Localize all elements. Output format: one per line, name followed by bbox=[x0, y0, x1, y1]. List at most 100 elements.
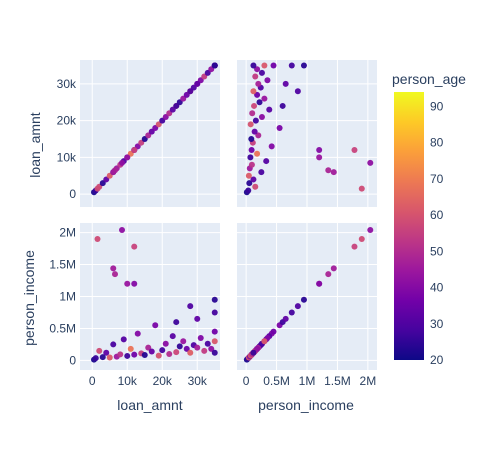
grid-lines bbox=[80, 60, 377, 370]
x-tick-label: 0.5M bbox=[263, 374, 290, 388]
scatter-point bbox=[258, 169, 265, 176]
scatter-point bbox=[247, 154, 254, 161]
scatter-point bbox=[103, 349, 110, 356]
scatter-point bbox=[120, 336, 127, 343]
scatter-point bbox=[250, 88, 257, 95]
scatter-point bbox=[211, 328, 218, 335]
scatter-point bbox=[367, 227, 374, 234]
x-tick-label: 1M bbox=[299, 374, 316, 388]
scatter-point bbox=[252, 183, 259, 190]
scatter-point bbox=[96, 347, 103, 354]
scatter-point bbox=[251, 128, 258, 135]
scatter-point bbox=[208, 345, 215, 352]
scatter-point bbox=[300, 62, 307, 69]
scatter-point bbox=[245, 187, 252, 194]
scatter-point bbox=[211, 296, 218, 303]
y-tick-label: 2M bbox=[59, 226, 76, 240]
scatter-point bbox=[187, 303, 194, 310]
scatter-point bbox=[263, 158, 270, 165]
scatter-point bbox=[134, 330, 141, 337]
scatter-point bbox=[169, 333, 176, 340]
scatter-point bbox=[173, 319, 180, 326]
scatter-point bbox=[99, 354, 106, 361]
scatter-point bbox=[131, 351, 138, 358]
scatter-point bbox=[173, 349, 180, 356]
scatter-point bbox=[258, 69, 265, 76]
scatter-point bbox=[270, 328, 277, 335]
scatter-point bbox=[351, 147, 358, 154]
scatter-point bbox=[94, 235, 101, 242]
scatter-point bbox=[211, 338, 218, 345]
scatter-point bbox=[187, 88, 194, 95]
scatter-point bbox=[270, 62, 277, 69]
x-tick-label: 2M bbox=[360, 374, 377, 388]
scatter-point bbox=[251, 102, 258, 109]
colorbar-ticks: 20 30 40 50 60 70 80 90 bbox=[430, 99, 444, 367]
scatter-point bbox=[282, 315, 289, 322]
scatter-point bbox=[254, 91, 261, 98]
scatter-point bbox=[261, 338, 268, 345]
colorbar-tick-label: 50 bbox=[430, 244, 444, 258]
colorbar-tick-label: 80 bbox=[430, 136, 444, 150]
scatter-point bbox=[141, 351, 148, 358]
colorbar-tick-label: 30 bbox=[430, 317, 444, 331]
scatter-point bbox=[176, 343, 183, 350]
scatter-point bbox=[330, 265, 337, 272]
scatter-point bbox=[159, 347, 166, 354]
y-tick-label: 20k bbox=[57, 114, 77, 128]
colorbar-tick-label: 20 bbox=[430, 353, 444, 367]
colorbar-title: person_age bbox=[392, 71, 466, 87]
colorbar-tick-label: 90 bbox=[430, 99, 444, 113]
scatter-point bbox=[248, 147, 255, 154]
scatter-point bbox=[201, 347, 208, 354]
scatter-point bbox=[204, 340, 211, 347]
scatter-point bbox=[255, 132, 262, 139]
scatter-point bbox=[248, 136, 255, 143]
scatter-point bbox=[148, 348, 155, 355]
scatter-point bbox=[254, 66, 261, 73]
scatter-point bbox=[166, 351, 173, 358]
scatter-point bbox=[173, 102, 180, 109]
scatter-point bbox=[152, 322, 159, 329]
scatter-point bbox=[250, 62, 257, 69]
colorbar-tick-label: 60 bbox=[430, 208, 444, 222]
scatter-point bbox=[249, 110, 256, 117]
y-axis-title-person-income: person_income bbox=[21, 250, 37, 346]
scatter-point bbox=[245, 172, 252, 179]
scatter-point bbox=[279, 102, 286, 109]
x-tick-label: 0 bbox=[89, 374, 96, 388]
scatter-point bbox=[261, 95, 268, 102]
scatter-point bbox=[94, 185, 101, 192]
tick-labels: 0 10k 20k 30k 0 0.5M 1M 1.5M 2M 0 10k 20k 30k 0 0.5M 1M… bbox=[49, 77, 376, 388]
scatter-point bbox=[268, 143, 275, 150]
scatter-point bbox=[106, 354, 113, 361]
axis-titles: loan_amnt person_income loan_amnt person… bbox=[21, 112, 354, 413]
x-axis-title-person-income: person_income bbox=[258, 397, 354, 413]
scatter-point bbox=[162, 340, 169, 347]
scatter-point bbox=[211, 62, 218, 69]
scatter-point bbox=[246, 180, 253, 187]
scatter-point bbox=[254, 150, 261, 157]
scatter-point bbox=[197, 335, 204, 342]
x-tick-label: 10k bbox=[118, 374, 138, 388]
scatter-point bbox=[316, 280, 323, 287]
x-tick-label: 20k bbox=[153, 374, 173, 388]
data-points bbox=[91, 62, 374, 363]
scatter-point bbox=[183, 345, 190, 352]
colorbar-fill bbox=[394, 92, 424, 360]
colorbar: person_age 20 30 40 50 60 70 80 90 bbox=[392, 71, 466, 367]
y-tick-label: 30k bbox=[57, 77, 77, 91]
y-tick-label: 1.5M bbox=[49, 258, 76, 272]
scatter-point bbox=[294, 88, 301, 95]
y-tick-label: 10k bbox=[57, 150, 77, 164]
scatter-point bbox=[325, 167, 332, 174]
scatter-point bbox=[131, 243, 138, 250]
scatter-point bbox=[117, 351, 124, 358]
scatter-point bbox=[254, 345, 261, 352]
scatter-point bbox=[288, 62, 295, 69]
scatter-point bbox=[194, 344, 201, 351]
x-tick-label: 30k bbox=[188, 374, 208, 388]
scatter-point bbox=[325, 271, 332, 278]
scatter-point bbox=[261, 62, 268, 69]
